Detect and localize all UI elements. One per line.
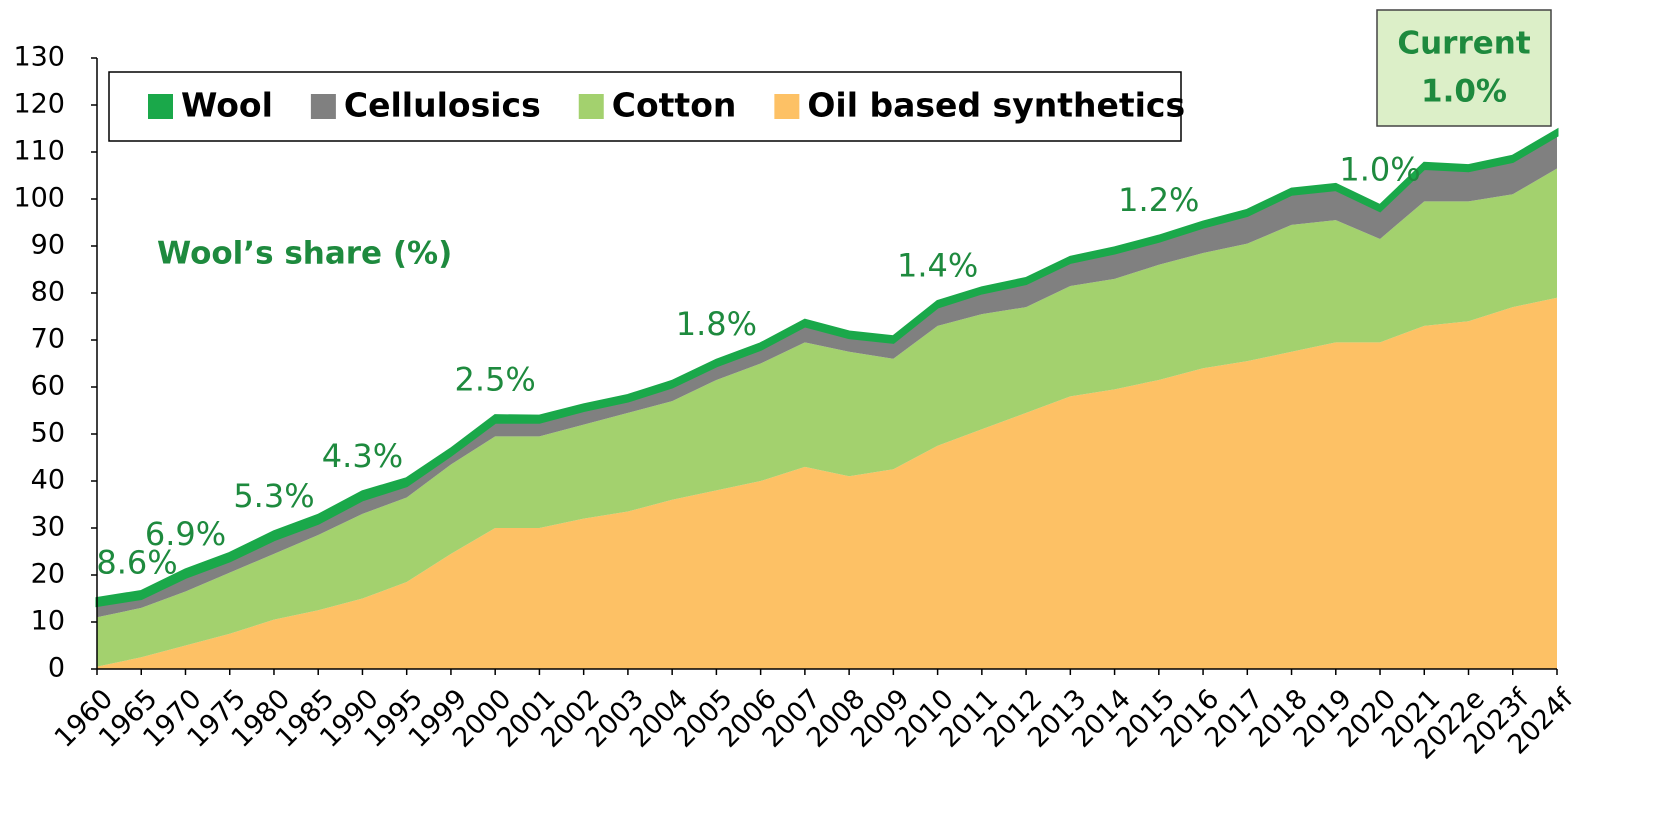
- share-annotation: 1.8%: [676, 305, 757, 343]
- y-tick-label: 30: [31, 512, 65, 543]
- share-annotation: 2.5%: [455, 361, 536, 399]
- y-tick-label: 90: [31, 230, 65, 261]
- y-tick-label: 110: [13, 136, 65, 167]
- y-tick-label: 0: [48, 653, 65, 684]
- y-tick-label: 50: [31, 418, 65, 449]
- y-tick-label: 80: [31, 277, 65, 308]
- share-annotation: 1.2%: [1118, 181, 1199, 219]
- legend-swatch: [148, 94, 173, 119]
- legend-label: Oil based synthetics: [807, 86, 1185, 125]
- area: [95, 127, 1559, 608]
- share-annotation: 6.9%: [145, 515, 226, 553]
- legend-swatch: [578, 94, 604, 119]
- y-tick-label: 10: [31, 606, 65, 637]
- y-tick-label: 60: [31, 371, 65, 402]
- legend-label: Wool: [181, 86, 273, 125]
- legend-swatch: [310, 94, 336, 119]
- share-annotation: 1.4%: [897, 246, 978, 284]
- legend-box: [108, 71, 1182, 142]
- legend-label: Cotton: [612, 86, 737, 125]
- callout-text: Current: [1397, 26, 1530, 62]
- y-tick-label: 70: [31, 324, 65, 355]
- share-annotation: 5.3%: [233, 477, 314, 515]
- y-tick-label: 120: [13, 89, 65, 120]
- share-annotation: 1.0%: [1339, 151, 1420, 189]
- legend-label: Cellulosics: [344, 86, 541, 125]
- legend-swatch: [774, 94, 800, 119]
- callout-box: [1376, 9, 1552, 127]
- share-annotation: 4.3%: [322, 437, 403, 475]
- y-tick-label: 130: [13, 42, 65, 73]
- share-label: Wool’s share (%): [157, 236, 452, 272]
- y-tick-label: 40: [31, 465, 65, 496]
- y-tick-label: 20: [31, 559, 65, 590]
- share-annotation: 8.6%: [96, 544, 177, 582]
- area: [97, 168, 1557, 667]
- callout-text: 1.0%: [1421, 74, 1507, 110]
- area: [97, 297, 1557, 669]
- area: [97, 135, 1557, 618]
- y-tick-label: 100: [13, 183, 65, 214]
